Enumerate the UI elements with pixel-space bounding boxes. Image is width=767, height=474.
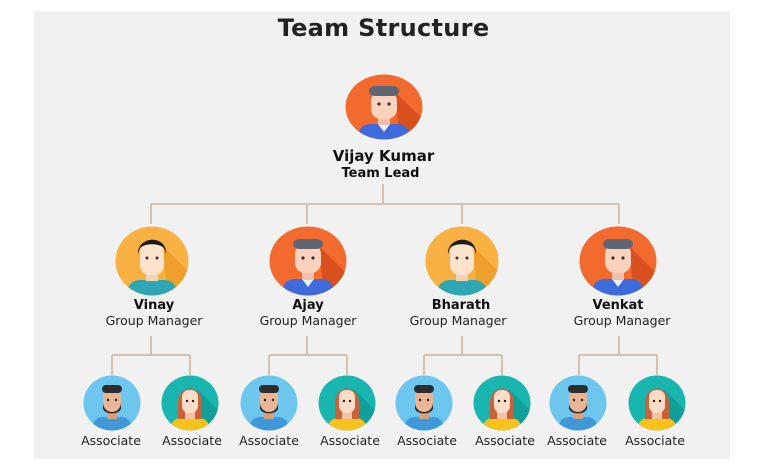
associate-label: Associate [81,433,141,448]
lead-role: Team Lead [341,166,420,181]
manager-avatar-bharath-icon [425,226,499,296]
associate-avatar-female-icon [473,375,531,431]
associate-label: Associate [547,433,607,448]
associate-avatar-female-icon [161,375,219,431]
associate-label: Associate [162,433,222,448]
associate-label: Associate [239,433,299,448]
manager-avatar-ajay-icon [269,226,347,296]
associate-avatar-male-icon [549,375,607,431]
manager-role: Group Manager [573,313,671,328]
manager-name: Bharath [431,298,491,313]
manager-avatar-venkat-icon [579,226,657,296]
manager-role: Group Manager [409,313,507,328]
associate-avatar-female-icon [628,375,686,431]
associate-label: Associate [320,433,380,448]
associate-label: Associate [475,433,535,448]
manager-avatar-vinay-icon [115,226,189,296]
associate-avatar-male-icon [395,375,453,431]
page-title: Team Structure [277,14,490,42]
associate-label: Associate [625,433,685,448]
associate-avatar-male-icon [83,375,141,431]
manager-name: Venkat [592,298,644,313]
manager-role: Group Manager [105,313,203,328]
manager-name: Ajay [292,298,324,313]
manager-role: Group Manager [259,313,357,328]
associate-avatar-female-icon [318,375,376,431]
associate-avatar-male-icon [240,375,298,431]
associate-label: Associate [397,433,457,448]
lead-avatar-icon [345,74,423,140]
manager-name: Vinay [133,298,175,313]
lead-name: Vijay Kumar [332,147,435,165]
